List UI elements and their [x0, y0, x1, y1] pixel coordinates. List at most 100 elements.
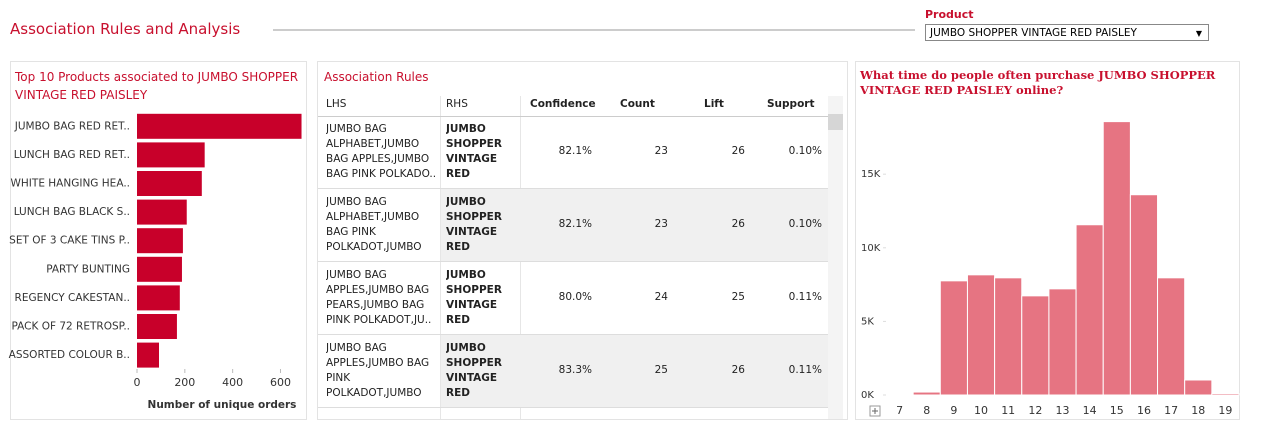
table-cell: 82.1%: [558, 145, 592, 157]
header-rule: [318, 116, 828, 117]
table-cell: 83.3%: [558, 364, 592, 376]
dropdown-arrow: ▼: [1195, 29, 1202, 38]
table-cell: 0.11%: [788, 291, 822, 303]
table-cell: JUMBO BAG APPLES,JUMBO BAG PINK POLKADOT…: [326, 342, 430, 399]
table-cell: JUMBO BAG ALPHABET,JUMBO BAG PINK POLKAD…: [326, 196, 422, 253]
table-cell: 80.0%: [558, 291, 592, 303]
column-header: RHS: [446, 98, 468, 110]
column-header: Support: [767, 98, 815, 110]
bar: [1048, 288, 1077, 396]
bar: [912, 391, 941, 396]
y-tick-label: PARTY BUNTING: [46, 263, 130, 275]
y-tick-label: LUNCH BAG BLACK S..: [14, 206, 130, 218]
bar: [137, 314, 177, 339]
x-tick-label: 600: [270, 376, 291, 389]
y-tick-label: 0K: [861, 390, 874, 401]
bar: [137, 199, 187, 225]
bar: [966, 274, 996, 396]
row-band: [441, 335, 828, 408]
bar: [994, 277, 1023, 396]
bar: [137, 285, 180, 311]
y-tick-label: REGENCY CAKESTAN..: [15, 292, 130, 304]
y-tick-label: SET OF 3 CAKE TINS P..: [9, 235, 130, 247]
y-tick-label: 10K: [861, 243, 881, 254]
y-tick-label: 5K: [861, 316, 874, 327]
bar: [137, 113, 302, 139]
x-tick-label: 14: [1083, 404, 1097, 417]
table-cell: 82.1%: [558, 218, 592, 230]
table-cell: 26: [731, 145, 745, 157]
column-header: Count: [620, 98, 655, 110]
table-cell: JUMBO BAG ALPHABET,JUMBO BAG APPLES,JUMB…: [326, 123, 437, 180]
table-cell: 24: [654, 291, 668, 303]
y-tick-label: JUMBO BAG RED RET..: [14, 120, 130, 132]
table-cell: 0.10%: [788, 145, 822, 157]
table-cell: 23: [654, 145, 668, 157]
table-cell: JUMBO BAG APPLES,JUMBO BAG PEARS,JUMBO B…: [326, 269, 432, 326]
bar: [1075, 224, 1104, 396]
x-tick-label: 12: [1028, 404, 1042, 417]
x-tick-label: 19: [1218, 404, 1232, 417]
bar: [1184, 379, 1213, 396]
page-title: Association Rules and Analysis: [10, 20, 241, 38]
table-cell: JUMBO SHOPPER VINTAGE RED PAISLEY: [446, 269, 502, 326]
bar: [1211, 393, 1240, 396]
y-tick-label: PACK OF 72 RETROSP..: [12, 321, 131, 333]
column-header: LHS: [326, 98, 347, 110]
x-tick-label: 7: [896, 404, 903, 417]
bar: [137, 142, 205, 168]
y-tick-label: WHITE HANGING HEA..: [11, 178, 130, 190]
x-tick-label: 15: [1110, 404, 1124, 417]
bar: [1102, 121, 1131, 396]
table-cell: 25: [731, 291, 745, 303]
bar: [1129, 194, 1159, 396]
column-header: Lift: [704, 98, 724, 110]
table-cell: JUMBO SHOPPER VINTAGE RED PAISLEY: [446, 196, 502, 253]
dropdown[interactable]: JUMBO SHOPPER VINTAGE RED PAISLEY ▼: [925, 24, 1209, 41]
table-cell: JUMBO SHOPPER VINTAGE RED PAISLEY: [446, 342, 502, 399]
row-rule: [318, 261, 828, 262]
column-header: Confidence: [530, 98, 596, 110]
bar: [137, 256, 182, 282]
row-rule: [318, 407, 828, 408]
scroll-thumb[interactable]: [828, 114, 843, 130]
column-divider: [440, 96, 441, 419]
scrollbar[interactable]: [828, 96, 843, 419]
panel: [317, 61, 848, 420]
bar: [137, 342, 159, 368]
chart-title: What time do people often purchase JUMBO…: [860, 68, 1216, 97]
row-band: [441, 189, 828, 262]
x-tick-label: 8: [923, 404, 930, 417]
row-rule: [318, 334, 828, 335]
x-tick-label: 9: [950, 404, 957, 417]
panel: [855, 61, 1240, 420]
bar: [1021, 295, 1050, 396]
filter-label: Product: [925, 8, 974, 21]
table-cell: 23: [654, 218, 668, 230]
table-cell: JUMBO SHOPPER VINTAGE RED PAISLEY: [446, 123, 502, 180]
table-cell: 0.11%: [788, 364, 822, 376]
table-cell: 26: [731, 218, 745, 230]
x-tick-label: 10: [974, 404, 988, 417]
y-tick-label: LUNCH BAG RED RET..: [14, 149, 130, 161]
chart-title: Top 10 Products associated to JUMBO SHOP…: [15, 70, 299, 102]
bar: [939, 280, 968, 396]
row-rule: [318, 188, 828, 189]
table-cell: 26: [731, 364, 745, 376]
x-tick-label: 18: [1191, 404, 1205, 417]
x-tick-label: 400: [222, 376, 243, 389]
x-tick-label: 0: [134, 376, 141, 389]
dropdown-value: JUMBO SHOPPER VINTAGE RED PAISLEY: [930, 27, 1137, 39]
x-tick-label: 17: [1164, 404, 1178, 417]
bar: [137, 228, 183, 254]
x-tick-label: 16: [1137, 404, 1151, 417]
panel: [10, 61, 307, 420]
table-title: Association Rules: [324, 70, 429, 84]
bar: [137, 171, 202, 196]
x-axis-label: Number of unique orders: [148, 399, 297, 411]
x-tick-label: 13: [1056, 404, 1070, 417]
x-tick-label: 200: [174, 376, 195, 389]
x-tick-label: 11: [1001, 404, 1015, 417]
